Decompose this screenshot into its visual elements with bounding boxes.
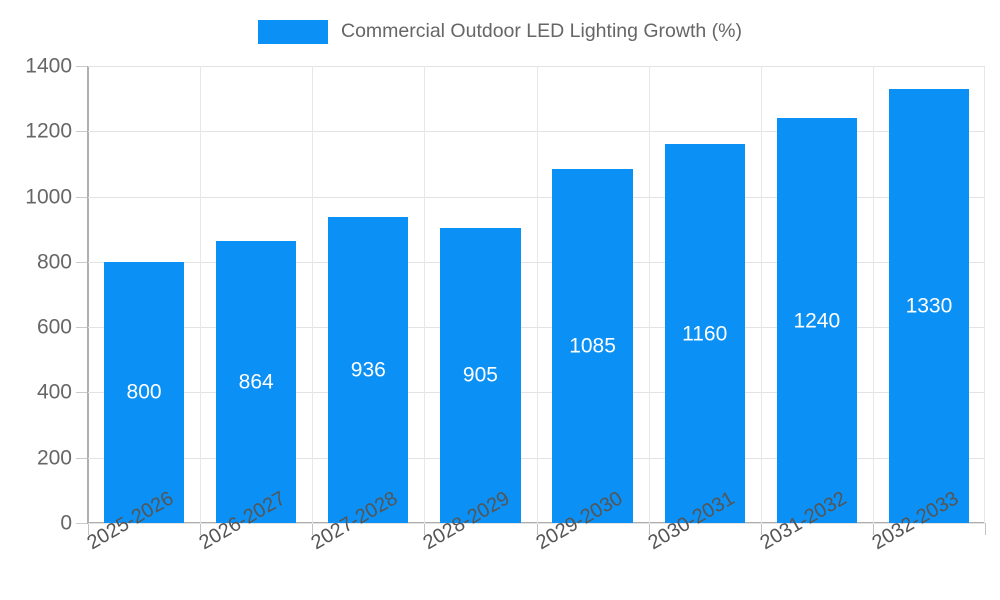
plot-area: 800 864 936 905 1085 1160 1240 1330: [88, 66, 985, 524]
gridline: [88, 523, 985, 524]
y-axis-tick-label: 1200: [25, 119, 72, 143]
y-axis-tick-label: 200: [36, 446, 72, 470]
vertical-gridline: [872, 66, 874, 523]
y-axis-tick-label: 400: [36, 380, 72, 404]
x-axis-tick: [760, 523, 762, 535]
vertical-gridline: [424, 66, 426, 523]
y-axis-tick: [76, 392, 87, 394]
y-axis-tick: [76, 261, 87, 263]
bar[interactable]: [103, 261, 185, 523]
x-axis-tick: [648, 523, 650, 535]
vertical-gridline: [648, 66, 650, 523]
bar[interactable]: [216, 240, 297, 523]
chart-legend: Commercial Outdoor LED Lighting Growth (…: [0, 12, 1000, 52]
legend-item-label: Commercial Outdoor LED Lighting Growth (…: [341, 20, 742, 43]
bar[interactable]: [664, 144, 745, 523]
x-axis-tick: [312, 523, 314, 535]
x-axis-tick: [536, 523, 538, 535]
y-axis-tick-label: 0: [60, 511, 72, 535]
y-axis-tick-label: 600: [36, 315, 72, 339]
vertical-gridline: [200, 66, 202, 523]
vertical-gridline: [312, 66, 314, 523]
x-axis-tick: [872, 523, 874, 535]
vertical-gridline: [760, 66, 762, 523]
y-axis-tick-labels: 0 200 400 600 800 1000 1200 1400: [0, 0, 72, 600]
x-axis-tick: [985, 523, 986, 535]
y-axis-tick: [76, 457, 87, 459]
y-axis-tick: [76, 196, 87, 198]
y-axis-tick: [76, 66, 87, 67]
bar[interactable]: [888, 88, 969, 523]
vertical-gridline: [536, 66, 538, 523]
bar[interactable]: [552, 168, 633, 523]
x-axis-tick: [88, 523, 89, 535]
bar[interactable]: [328, 217, 409, 523]
x-axis-tick: [200, 523, 202, 535]
legend-color-swatch-icon: [258, 20, 328, 44]
y-axis-tick-label: 1400: [25, 54, 72, 78]
legend-item[interactable]: Commercial Outdoor LED Lighting Growth (…: [258, 20, 742, 44]
y-axis-tick: [76, 327, 87, 329]
y-axis-tick-label: 800: [36, 250, 72, 274]
bar[interactable]: [776, 118, 857, 523]
y-axis-line: [87, 66, 89, 524]
plot-frame: [88, 66, 985, 523]
bar[interactable]: [440, 227, 521, 523]
y-axis-tick: [76, 131, 87, 133]
y-axis-tick: [76, 523, 87, 524]
y-axis-tick-label: 1000: [25, 185, 72, 209]
x-axis-tick: [424, 523, 426, 535]
